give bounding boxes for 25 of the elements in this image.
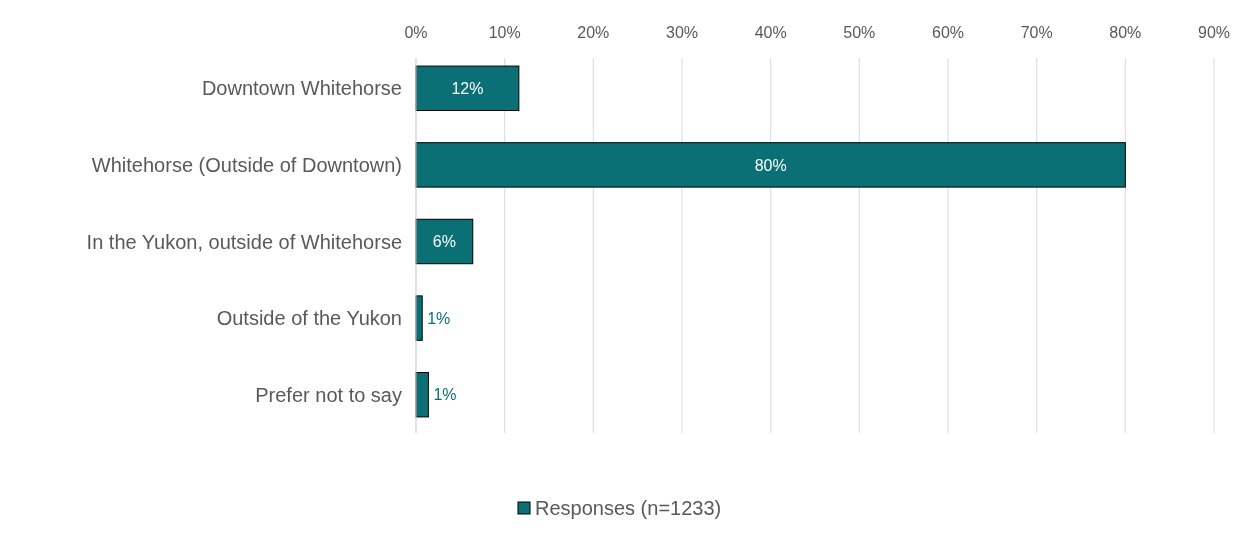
data-label: 80% <box>754 156 787 174</box>
x-tick-label: 90% <box>1197 24 1231 41</box>
y-tick-label: Downtown Whitehorse <box>201 77 402 100</box>
x-tick-label: 40% <box>754 24 787 41</box>
legend-label: Responses (n=1233) <box>535 497 722 519</box>
y-tick-label: In the Yukon, outside of Whitehorse <box>86 230 402 253</box>
y-tick-label: Whitehorse (Outside of Downtown) <box>91 153 402 176</box>
y-tick-label: Outside of the Yukon <box>216 307 402 330</box>
x-tick-label: 50% <box>843 24 876 41</box>
data-label: 12% <box>451 79 484 97</box>
x-tick-label: 10% <box>488 24 521 41</box>
x-tick-label: 0% <box>404 24 428 41</box>
bar <box>415 218 474 265</box>
y-tick-label: Prefer not to say <box>255 383 402 406</box>
data-label: 1% <box>427 309 451 327</box>
data-label: 6% <box>432 233 456 251</box>
x-tick-label: 70% <box>1020 24 1053 41</box>
x-tick-label: 30% <box>665 24 699 41</box>
bar <box>415 142 1126 188</box>
x-tick-label: 20% <box>577 24 610 41</box>
bar <box>415 371 429 418</box>
bar <box>415 65 520 112</box>
x-tick-label: 80% <box>1109 24 1142 41</box>
x-tick-label: 60% <box>931 24 965 41</box>
data-label: 1% <box>433 386 457 404</box>
